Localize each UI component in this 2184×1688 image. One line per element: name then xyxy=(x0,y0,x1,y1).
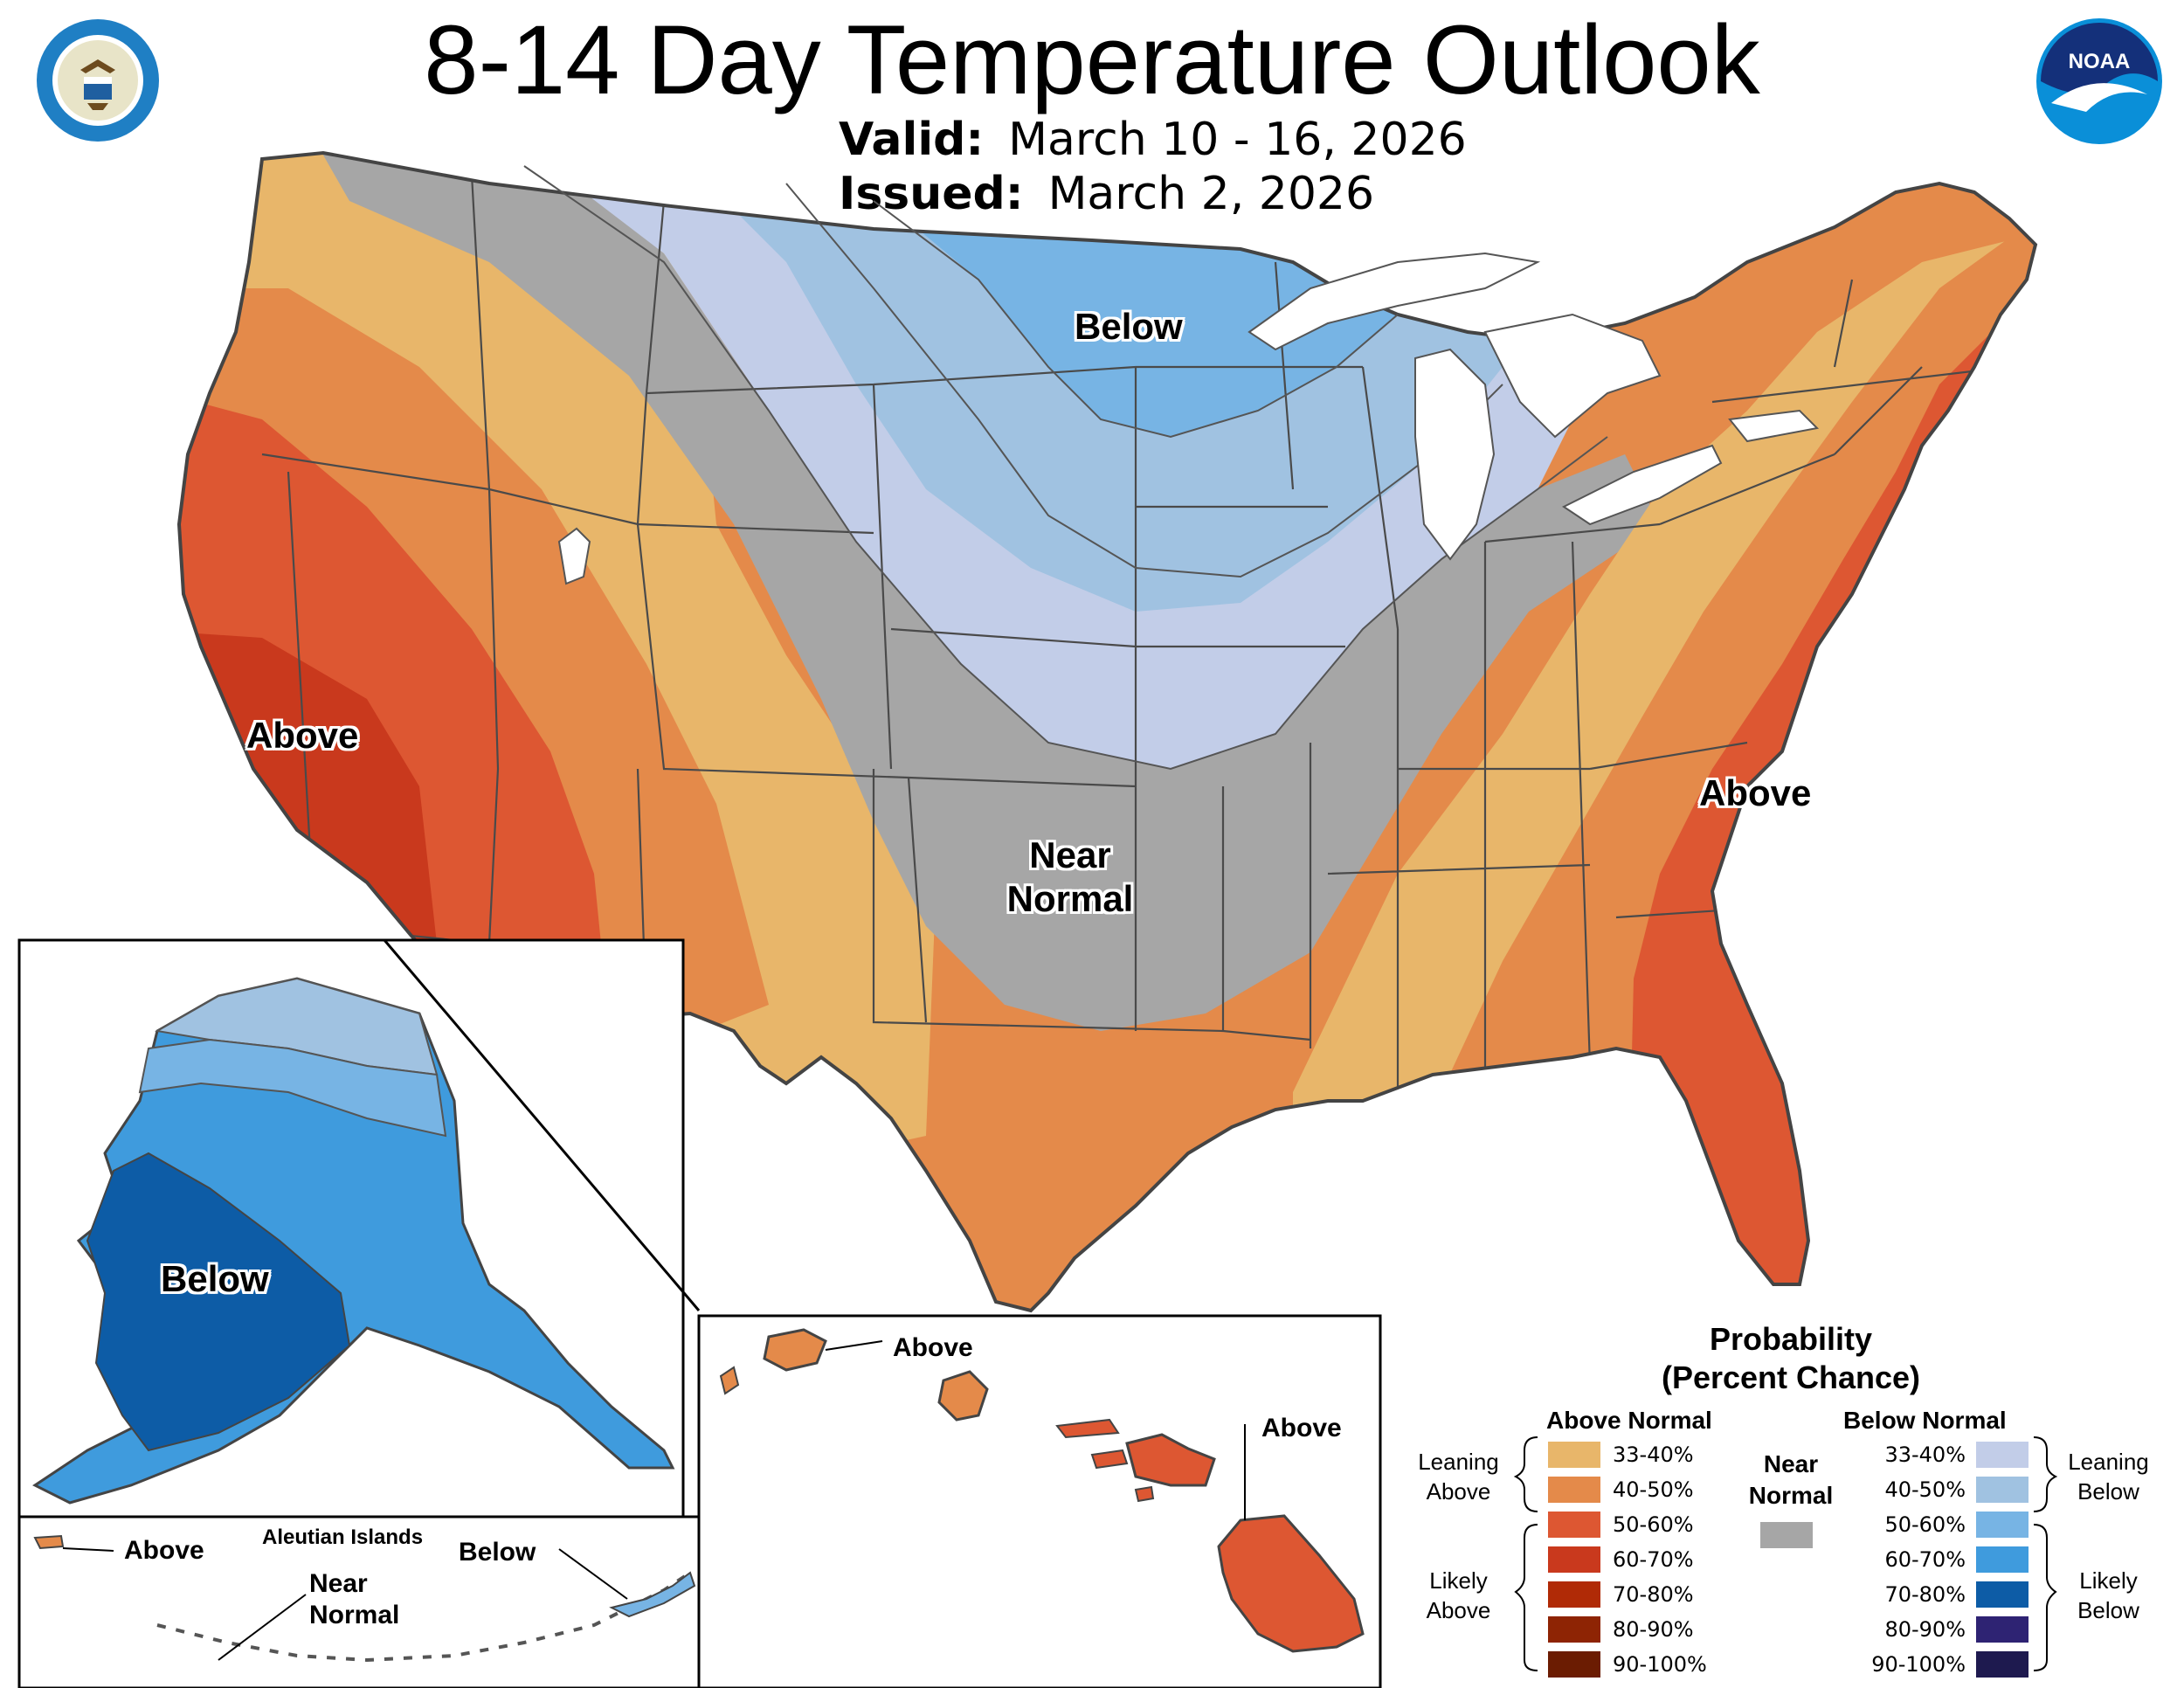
legend-below-label: 60-70% xyxy=(1884,1547,1966,1572)
legend-likely-above-1: Likely xyxy=(1429,1567,1488,1594)
legend-above-label: 80-90% xyxy=(1613,1617,1694,1642)
legend-below-swatch xyxy=(1976,1442,2028,1468)
legend-below-label: 70-80% xyxy=(1884,1582,1966,1607)
legend-above-label: 40-50% xyxy=(1613,1477,1694,1502)
hawaii-inset xyxy=(697,1314,1382,1688)
aleutians-inset xyxy=(17,1515,702,1688)
legend-title-2: (Percent Chance) xyxy=(1661,1359,1921,1395)
legend-near-2: Normal xyxy=(1748,1482,1834,1509)
legend-above-label: 33-40% xyxy=(1613,1442,1694,1467)
hawaii-above-big-island: Above xyxy=(1261,1414,1342,1442)
legend-below-label: 33-40% xyxy=(1884,1442,1966,1467)
legend-above-label: 90-100% xyxy=(1613,1652,1707,1677)
legend-below-swatch xyxy=(1976,1616,2028,1643)
legend-leaning-below-2: Below xyxy=(2077,1478,2139,1505)
legend-below-label: 50-60% xyxy=(1884,1512,1966,1537)
aleutians-near-2: Normal xyxy=(309,1601,400,1629)
legend-above-swatch xyxy=(1548,1512,1600,1538)
issued-line: Issued: March 2, 2026 xyxy=(839,168,1374,220)
aleutians-title: Aleutian Islands xyxy=(262,1525,424,1549)
great-lakes xyxy=(557,252,1820,585)
legend-above-swatch xyxy=(1548,1581,1600,1608)
svg-text:NOAA: NOAA xyxy=(2069,50,2131,73)
legend-above-swatch xyxy=(1548,1442,1600,1468)
label-below-north: Below xyxy=(1075,306,1183,347)
issued-label: Issued: xyxy=(839,168,1024,220)
legend-likely-below: Likely Below xyxy=(2058,1566,2159,1625)
legend-above-head: Above Normal xyxy=(1546,1407,1712,1434)
legend-title-1: Probability xyxy=(1709,1321,1873,1357)
legend-leaning-above: Leaning Above xyxy=(1408,1447,1509,1506)
aleutians-near-1: Near xyxy=(309,1569,368,1598)
legend-below-label: 40-50% xyxy=(1884,1477,1966,1502)
noaa-logo-icon: NOAA xyxy=(2036,18,2162,144)
legend-likely-below-2: Below xyxy=(2077,1597,2139,1623)
legend-leaning-above-2: Above xyxy=(1426,1478,1491,1505)
legend-likely-above-2: Above xyxy=(1426,1597,1491,1623)
band-near-normal xyxy=(314,153,1660,1031)
aleutians-above: Above xyxy=(124,1536,204,1565)
map-title: 8-14 Day Temperature Outlook xyxy=(424,5,1760,114)
label-alaska-below: Below xyxy=(161,1258,269,1299)
legend-below-swatch xyxy=(1976,1546,2028,1573)
legend-above-swatch xyxy=(1548,1616,1600,1643)
legend-below-label: 80-90% xyxy=(1884,1617,1966,1642)
legend-below-swatch xyxy=(1976,1651,2028,1678)
alaska-inset xyxy=(17,938,701,1519)
label-near-normal-2: Normal xyxy=(1006,878,1134,919)
legend-below-head: Below Normal xyxy=(1843,1407,2007,1434)
aleutians-below: Below xyxy=(459,1538,536,1567)
legend-above-swatch xyxy=(1548,1546,1600,1573)
legend-leaning-below: Leaning Below xyxy=(2058,1447,2159,1506)
valid-dates: March 10 - 16, 2026 xyxy=(1008,114,1467,166)
legend-above-label: 60-70% xyxy=(1613,1547,1694,1572)
legend-below-swatch xyxy=(1976,1477,2028,1503)
hawaii-above-kauai: Above xyxy=(893,1333,973,1362)
legend-leaning-below-1: Leaning xyxy=(2068,1449,2149,1475)
legend-braces xyxy=(1513,1436,2058,1671)
label-above-east: Above xyxy=(1699,772,1812,813)
legend-above-label: 50-60% xyxy=(1613,1512,1694,1537)
legend-likely-above: Likely Above xyxy=(1408,1566,1509,1625)
legend-above-label: 70-80% xyxy=(1613,1582,1694,1607)
legend-below-label: 90-100% xyxy=(1871,1652,1966,1677)
legend-below-swatch xyxy=(1976,1581,2028,1608)
legend-below-swatch xyxy=(1976,1512,2028,1538)
label-near-normal-1: Near xyxy=(1029,834,1111,875)
valid-label: Valid: xyxy=(839,114,985,166)
legend-above-swatch xyxy=(1548,1651,1600,1678)
legend-near-swatch xyxy=(1760,1522,1813,1548)
legend-near-1: Near xyxy=(1763,1450,1819,1477)
legend-leaning-above-1: Leaning xyxy=(1418,1449,1499,1475)
state-boundaries xyxy=(261,174,2010,1092)
label-above-west: Above xyxy=(246,715,359,756)
legend-likely-below-1: Likely xyxy=(2079,1567,2138,1594)
legend-above-swatch xyxy=(1548,1477,1600,1503)
doc-seal-icon xyxy=(37,19,159,142)
valid-line: Valid: March 10 - 16, 2026 xyxy=(839,114,1467,166)
issued-date: March 2, 2026 xyxy=(1047,168,1375,220)
